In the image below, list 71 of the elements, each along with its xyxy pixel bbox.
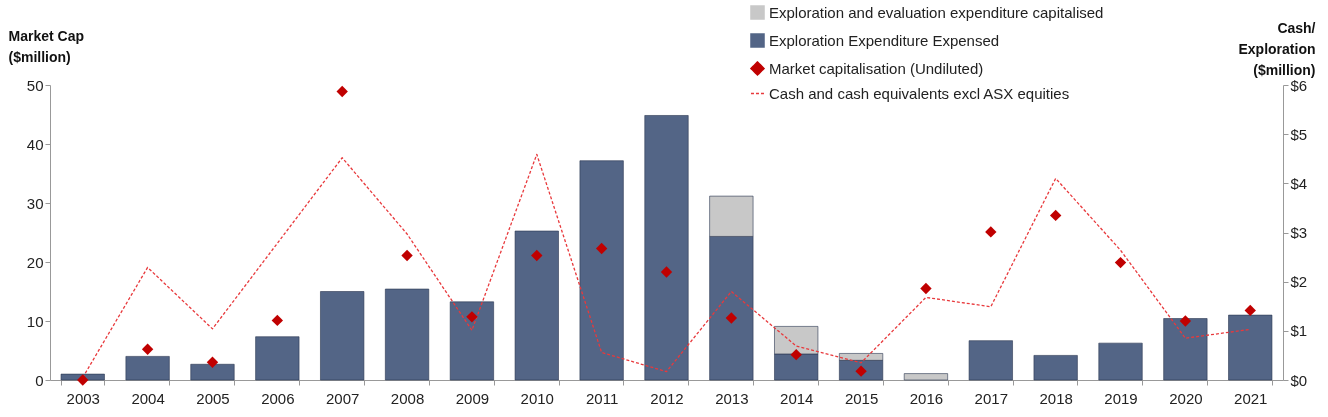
y-tick-label: 40 (26, 135, 44, 153)
y-axis-title: Market Cap ($million) (8, 27, 84, 65)
point (401, 249, 413, 262)
y-tick-label: 20 (26, 253, 44, 271)
bar (1228, 314, 1273, 381)
y2-axis-title: Cash/ Exploration ($million) (1238, 19, 1316, 78)
bar (1098, 342, 1143, 381)
bar (579, 160, 624, 381)
legend-label: Exploration and evaluation expenditure capitalised (769, 3, 1104, 21)
x-tick-label: 2019 (1104, 389, 1138, 407)
y2-tick-label: $2 (1290, 273, 1308, 291)
x-tick-label: 2014 (780, 389, 814, 407)
point (920, 282, 932, 295)
point (336, 85, 348, 98)
x-tick-label: 2015 (844, 389, 879, 407)
y2-tick-label: $5 (1290, 125, 1308, 143)
x-tick-label: 2009 (455, 389, 490, 407)
y2-tick-label: $6 (1290, 76, 1308, 94)
point (77, 374, 89, 386)
legend-label: Market capitalisation (Undiluted) (769, 59, 984, 77)
x-tick-label: 2005 (196, 389, 230, 407)
point (595, 242, 608, 255)
x-tick-label: 2020 (1169, 389, 1203, 407)
x-tick-label: 2018 (1039, 389, 1073, 407)
point (1049, 209, 1062, 222)
bar (1163, 318, 1208, 381)
point (1114, 256, 1127, 269)
x-tick-label: 2013 (715, 389, 749, 407)
point (206, 356, 219, 368)
x-tick-label: 2007 (326, 389, 360, 407)
x-tick-label: 2006 (261, 389, 295, 407)
x-tick-label: 2008 (390, 389, 425, 407)
x-tick-label: 2012 (650, 389, 684, 407)
bar (320, 291, 365, 381)
x-tick-label: 2004 (131, 389, 165, 407)
point (271, 314, 284, 327)
y-tick-label: 0 (35, 371, 44, 389)
bar (190, 363, 235, 381)
point (1244, 304, 1256, 317)
legend-label: Cash and cash equivalents excl ASX equities (769, 84, 1070, 102)
x-tick-label: 2003 (66, 389, 100, 407)
point (531, 249, 543, 262)
bar (644, 115, 689, 381)
legend-label: Exploration Expenditure Expensed (769, 31, 1000, 49)
bar (255, 336, 300, 381)
point (466, 311, 478, 323)
bar (125, 356, 170, 381)
bar (449, 301, 494, 381)
y-tick-label: 10 (26, 312, 44, 330)
y-tick-label: 30 (26, 194, 44, 212)
y2-tick-label: $0 (1290, 371, 1308, 389)
x-tick-label: 2016 (909, 389, 944, 407)
bar (385, 288, 430, 381)
y2-tick-label: $1 (1290, 322, 1308, 340)
y2-tick-label: $4 (1290, 174, 1308, 192)
bar (1033, 355, 1078, 381)
point (725, 312, 738, 324)
x-tick-label: 2017 (974, 389, 1008, 407)
y2-tick-label: $3 (1290, 224, 1308, 241)
x-tick-label: 2021 (1234, 389, 1268, 407)
point (660, 266, 673, 278)
bar (514, 230, 559, 381)
point (141, 343, 154, 356)
point (985, 226, 997, 238)
bar (903, 373, 948, 381)
y-tick-label: 50 (26, 76, 44, 94)
point (790, 348, 802, 361)
x-tick-label: 2010 (520, 389, 554, 407)
bar (968, 340, 1013, 381)
point (1179, 315, 1192, 327)
x-tick-label: 2011 (586, 389, 619, 407)
